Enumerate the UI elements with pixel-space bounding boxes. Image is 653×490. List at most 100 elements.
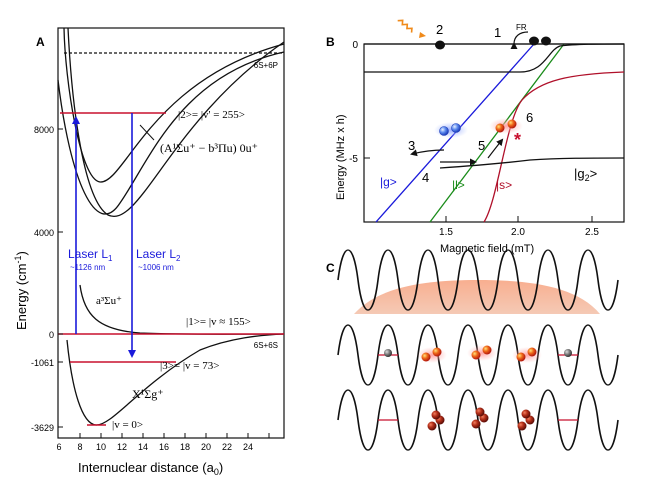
panel-a-yticks: 8000 4000 0 -1061 -3629 — [31, 125, 63, 433]
state-0-label: |v = 0> — [112, 419, 143, 431]
xtick-label: 14 — [138, 442, 148, 452]
ytick-label: -3629 — [31, 423, 54, 433]
atom-pair-left — [529, 36, 539, 46]
fr-label: FR — [516, 23, 527, 32]
triplet-label: a³Σu⁺ — [96, 295, 122, 307]
state-l-line — [429, 43, 565, 223]
panel-b-letter: B — [326, 35, 335, 49]
state-g2-label: |g2> — [574, 166, 597, 183]
xtick-label: 16 — [159, 442, 169, 452]
curve-pointer — [139, 124, 155, 141]
xtick-label: 6 — [56, 442, 61, 452]
singlet-label: X¹Σg⁺ — [132, 387, 164, 401]
step-1-arrow — [510, 31, 529, 50]
panel-a-frame — [57, 27, 285, 439]
panel-c: C — [326, 249, 619, 451]
star-marker: * — [514, 130, 521, 150]
state-3-label: |3>= |v = 73> — [160, 360, 219, 372]
xtick-label: 12 — [117, 442, 127, 452]
red-atom — [495, 123, 505, 133]
red-atom — [421, 352, 431, 362]
laser-2-label: Laser L2 — [136, 247, 181, 263]
single-atom — [564, 349, 572, 357]
step-5-arrow — [487, 138, 504, 159]
ytick-label: -1061 — [31, 358, 54, 368]
lattice-row-1 — [337, 249, 619, 311]
state-g-label: |g> — [380, 175, 397, 189]
blue-pair-glow — [434, 122, 468, 138]
state-1-label: |1>= |v ≈ 155> — [186, 316, 251, 328]
molecule-atom — [517, 421, 527, 431]
molecule-step-2 — [435, 40, 445, 50]
molecule-atom — [427, 421, 437, 431]
molecule-atom — [521, 409, 531, 419]
red-atom — [516, 352, 526, 362]
pair-glow — [417, 347, 447, 363]
xtick-label: 24 — [243, 442, 253, 452]
state-s-line — [483, 71, 625, 223]
xtick-label: 8 — [77, 442, 82, 452]
excited-curve-inner — [63, 27, 285, 183]
red-atom — [482, 345, 492, 355]
pair-glow — [512, 347, 542, 363]
panel-b: B 0 -5 1.5 2.0 2.5 Energy (MHz x h) Magn… — [326, 19, 625, 255]
laser-2-wavelength: ~1006 nm — [138, 263, 174, 272]
step-3-arrow — [410, 149, 445, 157]
step-2-label: 2 — [436, 22, 443, 37]
molecule-atom — [431, 410, 441, 420]
xtick-label: 20 — [201, 442, 211, 452]
b-xtick-label: 2.5 — [585, 227, 599, 238]
panel-b-xlabel: Magnetic field (mT) — [440, 243, 534, 255]
step-3-label: 3 — [408, 138, 415, 153]
photon-icon — [397, 19, 413, 33]
panel-a-letter: A — [36, 35, 45, 49]
molecule-atom — [475, 407, 485, 417]
blue-atom — [451, 123, 461, 133]
single-atom — [384, 349, 392, 357]
panel-b-ylabel: Energy (MHz x h) — [335, 114, 347, 200]
molecule-atom — [471, 419, 481, 429]
excited-curve-upper — [67, 27, 285, 218]
excited-curve-middle — [57, 51, 285, 215]
panel-a-xticks: 6 8 10 12 14 16 18 20 22 24 — [56, 433, 270, 452]
red-atom — [527, 347, 537, 357]
photon-arrowhead — [419, 32, 426, 38]
red-atom — [471, 350, 481, 360]
panel-c-letter: C — [326, 261, 335, 275]
step-1-label: 1 — [494, 25, 501, 40]
superfluid-cloud — [354, 280, 600, 314]
asymptote-lower-label: 6S+6S — [254, 341, 278, 350]
xtick-label: 22 — [222, 442, 232, 452]
b-xtick-label: 1.5 — [439, 227, 453, 238]
step-4-label: 4 — [422, 170, 429, 185]
bound-state-line — [364, 43, 625, 73]
asymptote-upper-label: 6S+6P — [254, 61, 278, 70]
step-6-label: 6 — [526, 110, 533, 125]
state-l-label: |l> — [452, 178, 465, 192]
blue-atom — [439, 126, 449, 136]
red-atom — [432, 347, 442, 357]
state-2-label: |2>= |v' = 255> — [178, 109, 245, 121]
ytick-label: 8000 — [34, 125, 54, 135]
laser-1-label: Laser L1 — [68, 247, 113, 263]
b-ytick-label: -5 — [349, 154, 358, 165]
pair-glow — [467, 345, 497, 361]
singlet-curve — [66, 333, 285, 426]
excited-curve-label: (A¹Σu⁺ − b³Πu) 0u⁺ — [160, 141, 258, 155]
ytick-label: 0 — [49, 330, 54, 340]
xtick-label: 18 — [180, 442, 190, 452]
ytick-label: 4000 — [34, 228, 54, 238]
b-xtick-label: 2.0 — [511, 227, 525, 238]
triplet-curve — [79, 284, 285, 335]
panel-a-xlabel: Internuclear distance (a0) — [78, 460, 223, 477]
red-atom — [507, 119, 517, 129]
b-ytick-label: 0 — [352, 40, 358, 51]
panel-a: A 8000 4000 0 -1061 — [13, 27, 285, 477]
panel-a-ylabel: Energy (cm-1) — [13, 251, 29, 330]
xtick-label: 10 — [96, 442, 106, 452]
atom-pair-right — [541, 36, 551, 46]
laser-1-wavelength: ~1126 nm — [70, 263, 106, 272]
state-g2-line — [439, 157, 625, 169]
step-5-label: 5 — [478, 138, 485, 153]
